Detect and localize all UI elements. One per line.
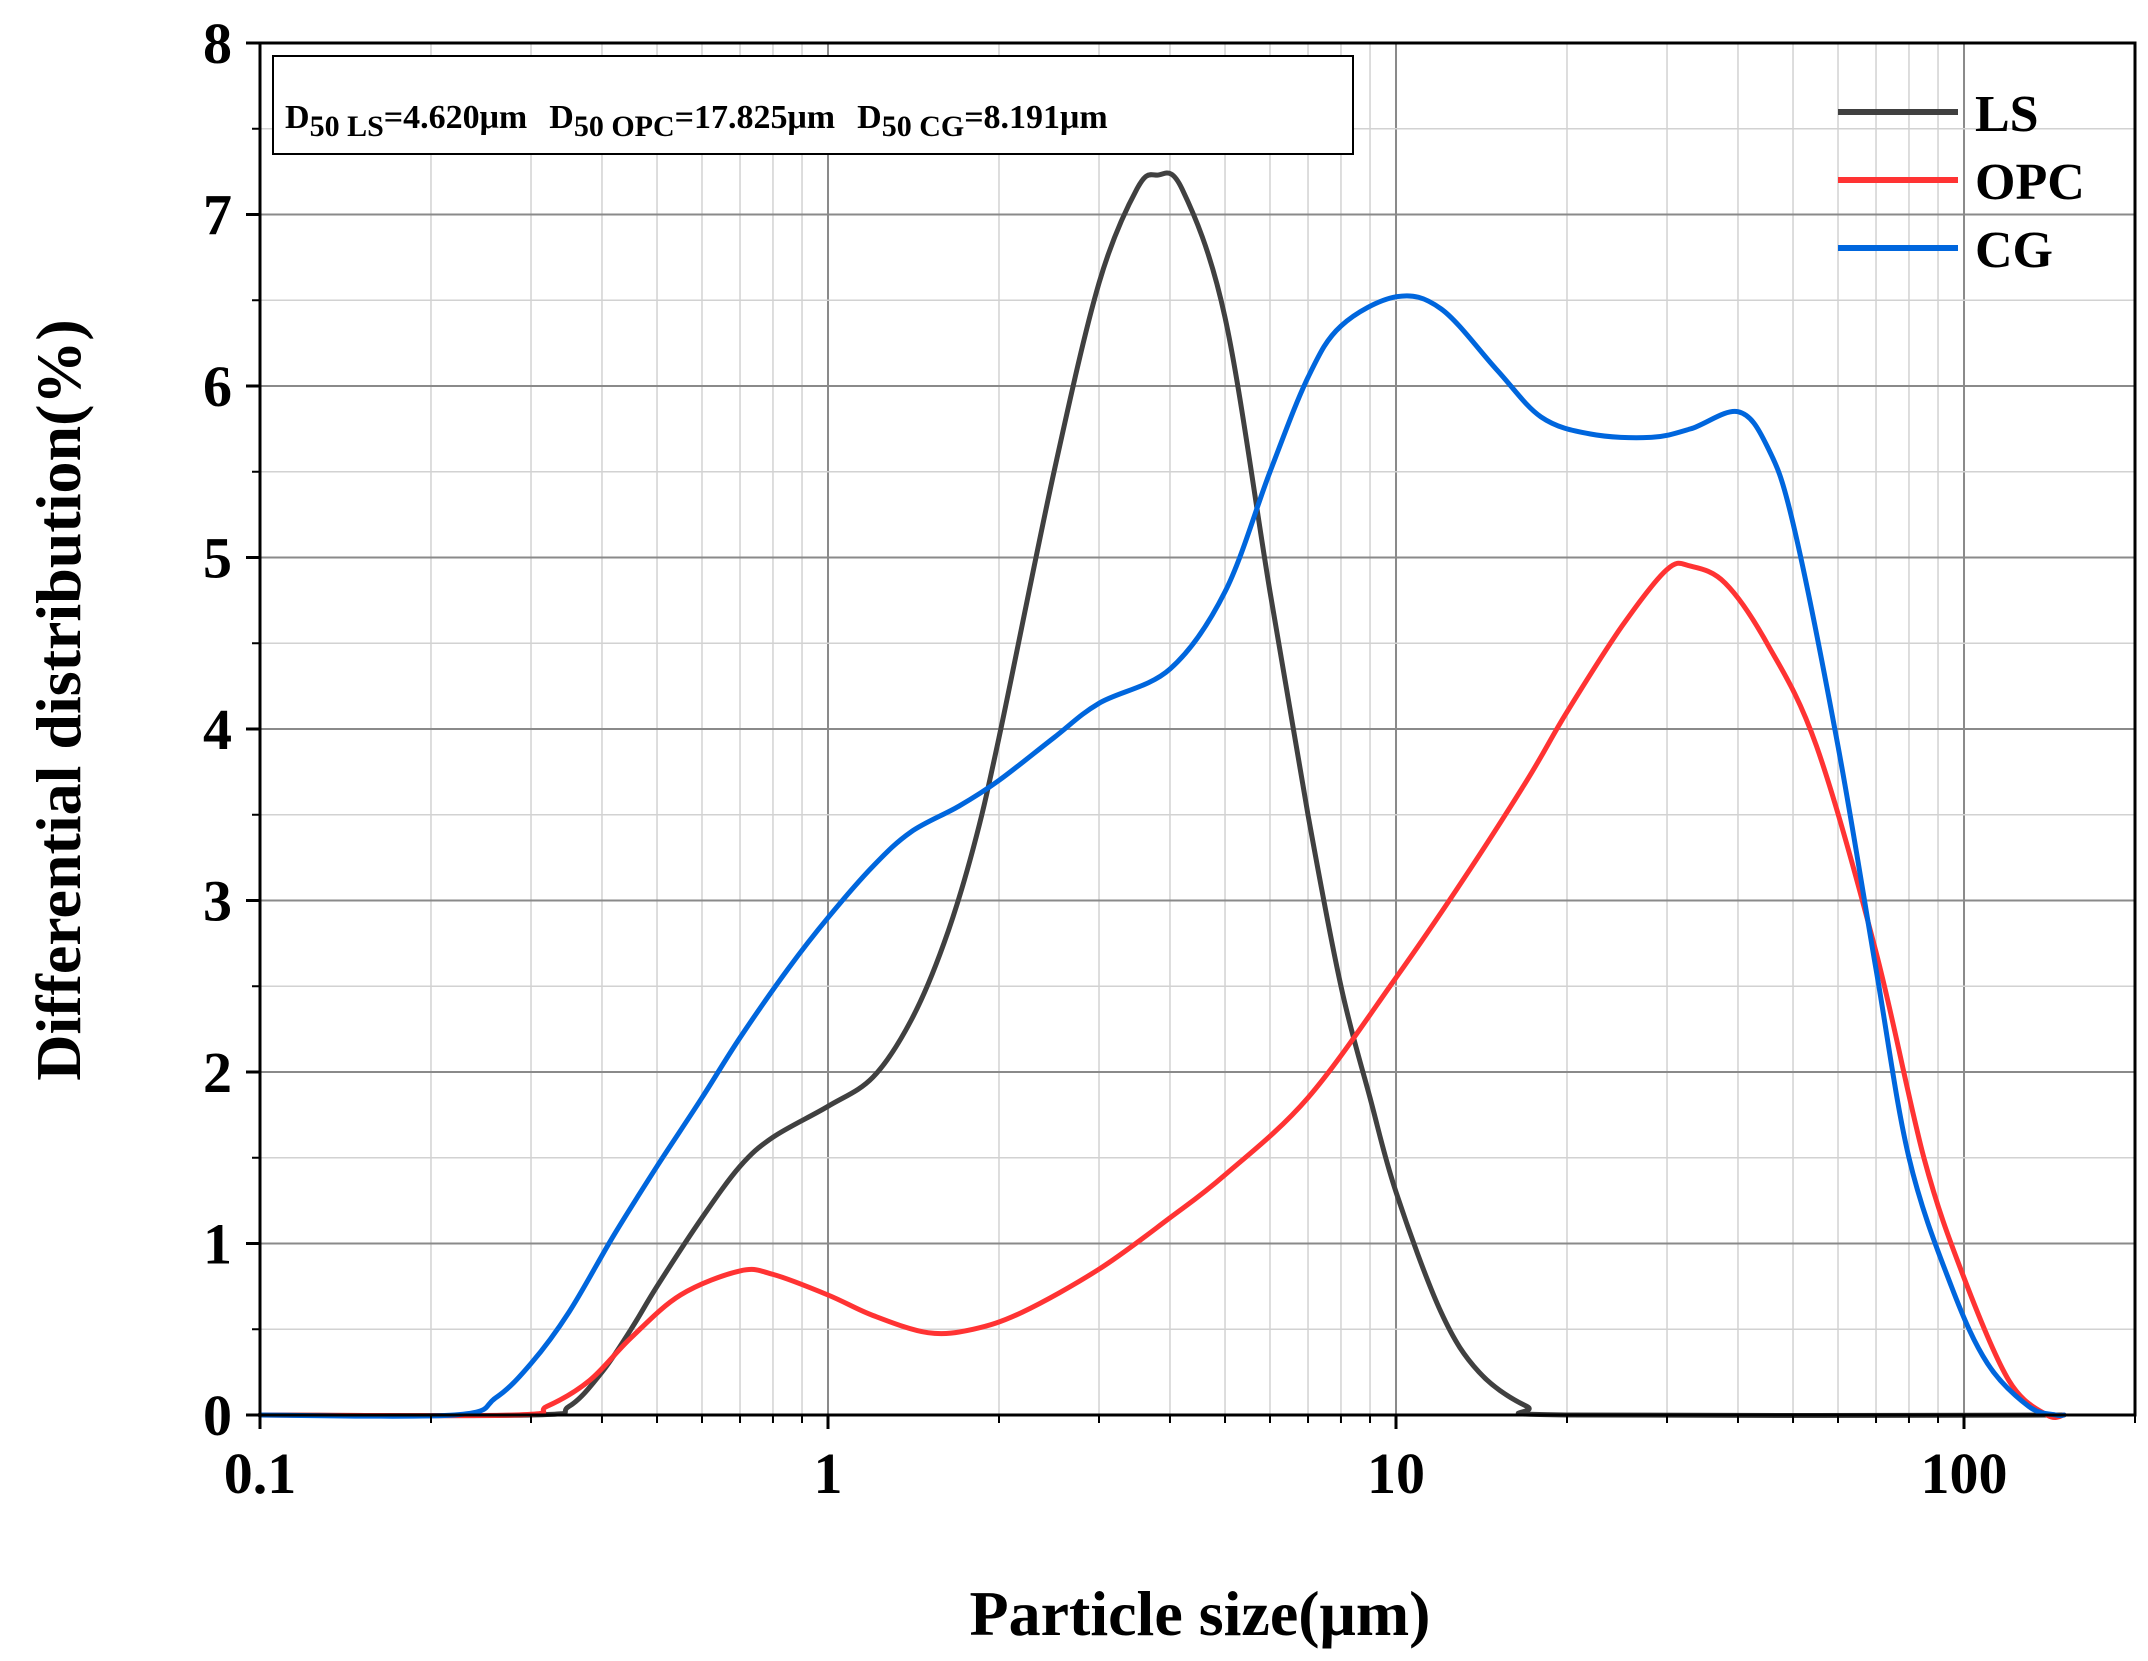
x-axis-title: Particle size(μm) <box>970 1578 1431 1649</box>
d50-cg-sub: 50 CG <box>882 110 965 143</box>
d50-ls-value: =4.620μm <box>384 99 527 136</box>
d50-opc-label: D <box>549 99 574 136</box>
legend-label-cg: CG <box>1975 222 2053 279</box>
series-line-ls <box>257 170 2067 1419</box>
d50-annotation: D50 LS=4.620μm D50 OPC=17.825μm D50 CG=8.1… <box>272 55 1354 155</box>
annotation-text: D50 LS=4.620μm D50 OPC=17.825μm D50 CG=8.1… <box>285 99 1108 143</box>
y-tick-label: 5 <box>203 526 232 591</box>
y-tick-label: 7 <box>203 183 232 248</box>
grid <box>259 42 2136 1416</box>
x-tick-label: 1 <box>814 1441 843 1506</box>
y-tick-label: 2 <box>203 1040 232 1105</box>
y-tick-label: 3 <box>203 869 232 934</box>
x-tick-label: 100 <box>1921 1441 2008 1506</box>
series-line-cg <box>257 293 2067 1419</box>
series-line-opc <box>257 560 2067 1421</box>
series-lines <box>257 170 2067 1421</box>
x-tick-label: 0.1 <box>224 1441 297 1506</box>
y-tick-label: 0 <box>203 1383 232 1448</box>
d50-ls-sub: 50 LS <box>310 110 384 143</box>
d50-opc-sub: 50 OPC <box>574 110 675 143</box>
ticks: 0 1 2 3 4 5 6 7 8 0.1 1 10 100 <box>203 11 2136 1506</box>
annotation-box <box>272 55 1354 155</box>
y-tick-label: 4 <box>203 697 232 762</box>
y-tick-label: 6 <box>203 354 232 419</box>
d50-opc-value: =17.825μm <box>675 99 835 136</box>
legend-label-ls: LS <box>1975 86 2039 143</box>
y-tick-label: 8 <box>203 11 232 76</box>
y-tick-label: 1 <box>203 1212 232 1277</box>
y-axis-title: Differential distribution(%) <box>23 319 94 1080</box>
x-tick-label: 10 <box>1367 1441 1425 1506</box>
d50-cg-value: =8.191μm <box>964 99 1107 136</box>
legend: LS OPC CG <box>1838 86 2085 279</box>
legend-label-opc: OPC <box>1975 154 2085 211</box>
d50-cg-label: D <box>857 99 882 136</box>
d50-ls-label: D <box>285 99 310 136</box>
